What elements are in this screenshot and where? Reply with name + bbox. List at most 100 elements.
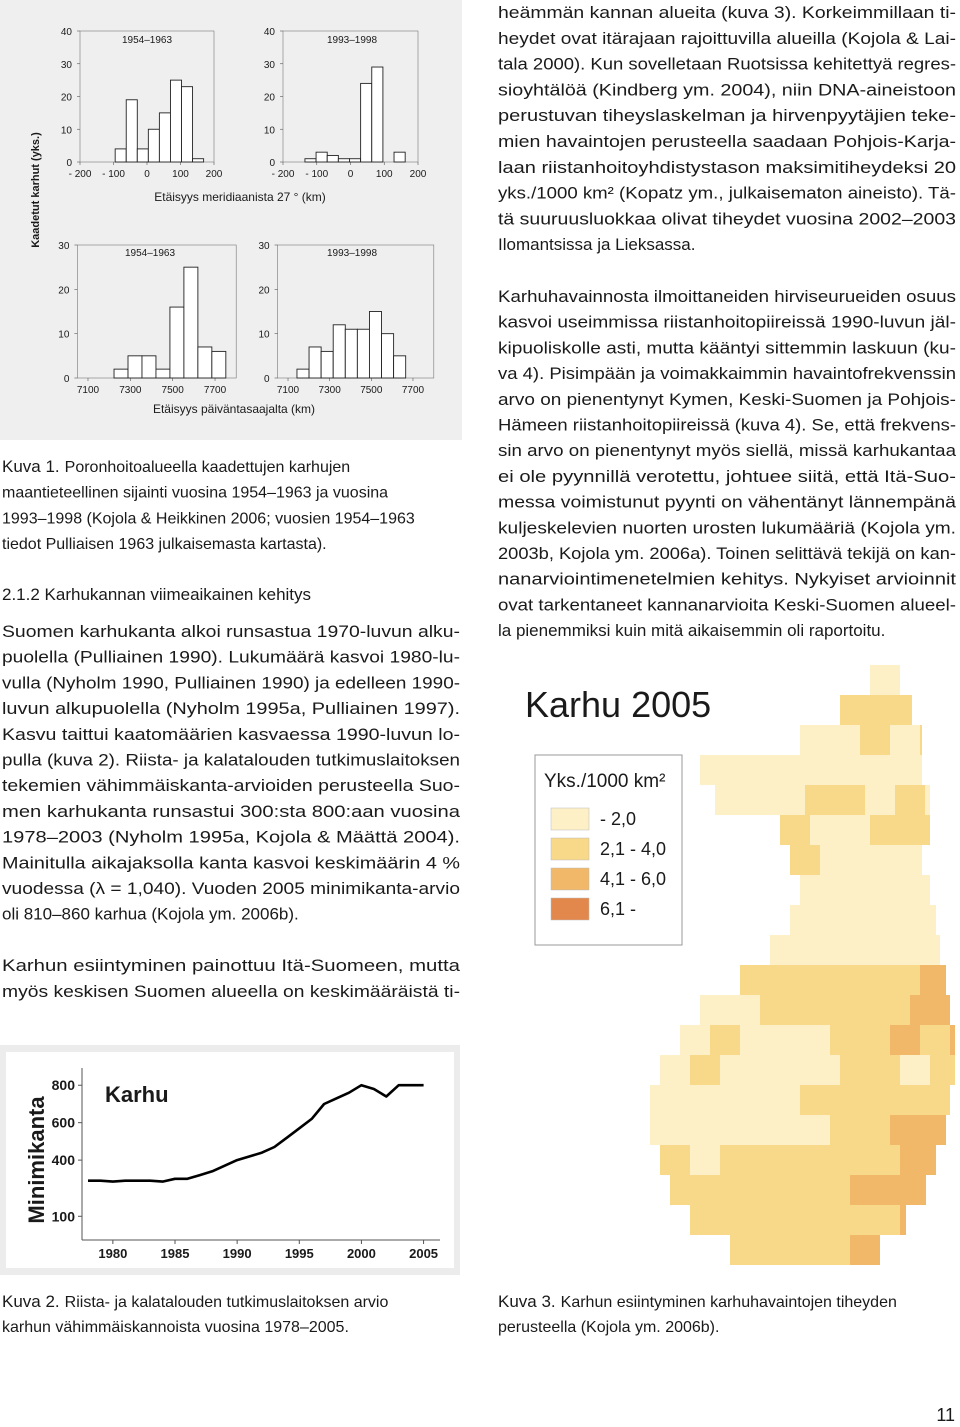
map-cell bbox=[910, 905, 936, 935]
caption-line: maantieteellinen sijainti vuosina 1954–1… bbox=[2, 485, 388, 502]
text-line: Mainitulla aikajaksolla kanta kasvoi kes… bbox=[2, 853, 460, 872]
text-line: la pienemmiksi kuin mitä aikaisemmin oli… bbox=[498, 621, 885, 640]
histogram-bar bbox=[381, 333, 395, 379]
map-cell bbox=[800, 875, 830, 905]
data-line bbox=[88, 1083, 424, 1183]
x-tick-label: 0 bbox=[348, 169, 354, 180]
map-cell bbox=[910, 845, 922, 875]
text-line: messa voimistunut pyynti on vähentänyt l… bbox=[498, 493, 957, 512]
map-cell bbox=[680, 1025, 710, 1055]
map-cell bbox=[720, 1205, 750, 1235]
map-cell bbox=[920, 1025, 950, 1055]
map-cell bbox=[840, 1055, 870, 1085]
y-tick-label: 30 bbox=[61, 60, 73, 71]
map-cell bbox=[760, 1235, 790, 1265]
histogram-bar bbox=[141, 355, 157, 379]
histogram-bar bbox=[360, 82, 373, 163]
map-cell bbox=[850, 995, 880, 1025]
text-line: tä suuruusluokkaa olivat tiheydet vuosin… bbox=[498, 209, 956, 228]
map-cell bbox=[880, 755, 910, 785]
map-cell bbox=[660, 1145, 690, 1175]
map bbox=[650, 665, 955, 1265]
map-cell bbox=[800, 965, 830, 995]
map-cell bbox=[690, 1205, 720, 1235]
y-tick-label: 400 bbox=[52, 1152, 76, 1168]
map-cell bbox=[920, 725, 922, 755]
y-tick-label: 600 bbox=[52, 1115, 76, 1131]
map-cell bbox=[790, 755, 820, 785]
text-line: Ilomantsissa ja Lieksassa. bbox=[498, 235, 695, 254]
map-cell bbox=[775, 785, 805, 815]
map-cell bbox=[830, 875, 860, 905]
text-line: tekemien vähimmäiskanta-arvioiden perust… bbox=[2, 776, 460, 795]
histogram-bar bbox=[315, 151, 328, 163]
map-cell bbox=[780, 1055, 810, 1085]
map-cell bbox=[860, 935, 890, 965]
text-line: ovat tarkentaneet kannanarvioita Keski-S… bbox=[498, 595, 956, 614]
map-cell bbox=[770, 935, 800, 965]
map-cell bbox=[865, 785, 895, 815]
map-cell bbox=[790, 1175, 820, 1205]
map-cell bbox=[850, 1175, 880, 1205]
legend-swatch bbox=[550, 867, 590, 891]
map-cell bbox=[830, 965, 860, 995]
map-cell bbox=[700, 995, 730, 1025]
map-cell bbox=[850, 905, 880, 935]
x-tick-label: 7500 bbox=[360, 385, 383, 396]
map-cell bbox=[830, 1025, 860, 1055]
map-cell bbox=[860, 1085, 890, 1115]
map-cell bbox=[750, 1055, 780, 1085]
map-cell bbox=[730, 995, 760, 1025]
y-tick-label: 20 bbox=[264, 93, 276, 104]
histogram-bar bbox=[169, 306, 185, 379]
x-axis-label: Etäisyys päiväntasaajalta (km) bbox=[153, 402, 315, 416]
map-cell bbox=[890, 875, 920, 905]
text-line: myös keskisen Suomen alueella on keskimä… bbox=[2, 982, 460, 1001]
map-cell bbox=[820, 995, 850, 1025]
x-tick-label: 1980 bbox=[98, 1246, 127, 1261]
caption-line: Kuva 3. Karhun esiintyminen karhuhavainto… bbox=[498, 1292, 897, 1311]
text-line: laan riistanhoitoyhdistystason maksimiti… bbox=[498, 158, 956, 177]
x-tick-label: 2005 bbox=[409, 1246, 438, 1261]
histogram-bar bbox=[127, 355, 143, 379]
text-line: sin arvo on pienentynyt myös siellä, mis… bbox=[498, 441, 957, 460]
map-cell bbox=[730, 1175, 760, 1205]
map-cell bbox=[800, 725, 830, 755]
map-cell bbox=[900, 1055, 930, 1085]
text-line: heämmän kannan alueita (kuva 3). Korkeim… bbox=[498, 3, 956, 22]
map-cell bbox=[800, 1115, 830, 1145]
map-cell bbox=[870, 665, 900, 695]
map-cell bbox=[760, 755, 790, 785]
text-line: Kasvu taittui kaatomäärien kasvaessa 199… bbox=[2, 725, 460, 744]
caption-label: Kuva 2. bbox=[2, 1292, 60, 1311]
map-cell bbox=[860, 875, 890, 905]
y-tick-label: 0 bbox=[269, 158, 275, 169]
text-line: Hämeen riistanhoitopiireissä (kuva 4). S… bbox=[498, 416, 956, 435]
chart-title: Karhu bbox=[105, 1082, 169, 1107]
map-cell bbox=[850, 845, 880, 875]
histogram-bar bbox=[125, 99, 138, 163]
map-title: Karhu 2005 bbox=[525, 684, 711, 725]
histogram-bar bbox=[308, 346, 322, 379]
map-cell bbox=[830, 1085, 860, 1115]
histogram-bar bbox=[113, 368, 129, 379]
y-tick-label: 800 bbox=[52, 1077, 76, 1093]
map-cell bbox=[890, 1115, 920, 1145]
legend-label: 2,1 - 4,0 bbox=[600, 839, 666, 859]
map-cell bbox=[820, 1235, 850, 1265]
map-cell bbox=[790, 905, 820, 935]
histogram-bar bbox=[136, 148, 149, 163]
histogram-title: 1954–1963 bbox=[122, 35, 172, 46]
map-cell bbox=[680, 1085, 710, 1115]
histogram-title: 1993–1998 bbox=[327, 35, 377, 46]
map-cell bbox=[810, 1055, 840, 1085]
text-line: pulla (kuva 2). Riista- ja kalatalouden … bbox=[2, 751, 460, 770]
text-line: 2003b, Kojola ym. 2006a). Toinen selittä… bbox=[498, 544, 956, 563]
map-cell bbox=[670, 1175, 700, 1205]
map-cell bbox=[770, 1115, 800, 1145]
map-cell bbox=[920, 1115, 946, 1145]
map-cell bbox=[820, 845, 850, 875]
histogram-title: 1993–1998 bbox=[327, 248, 377, 259]
map-cell bbox=[890, 725, 920, 755]
text-line: oli 810–860 karhua (Kojola ym. 2006b). bbox=[2, 905, 299, 924]
